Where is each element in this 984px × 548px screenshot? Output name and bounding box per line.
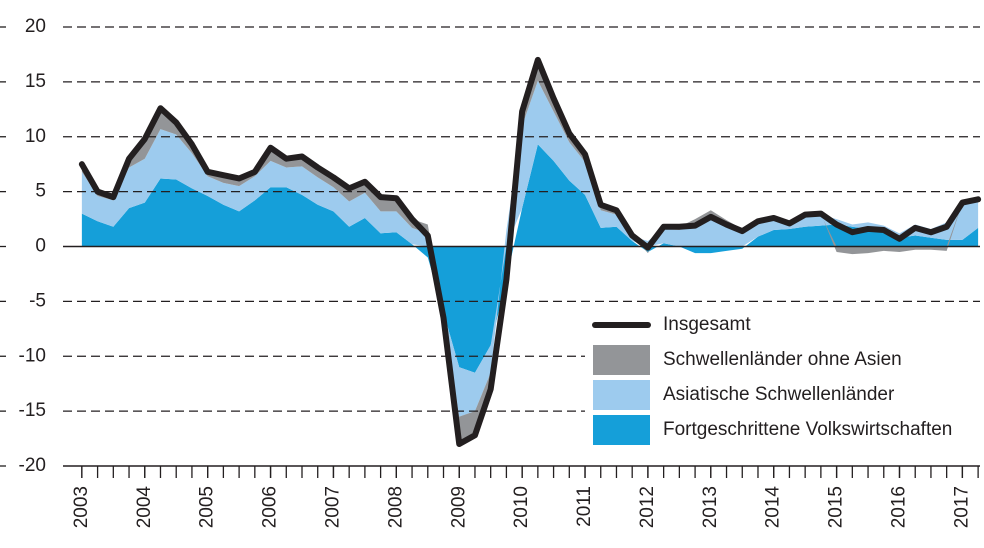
area — [81, 80, 979, 417]
x-tick-label: 2004 — [134, 486, 155, 529]
y-tick-label: 10 — [25, 126, 46, 147]
legend-swatch — [593, 345, 650, 375]
y-tick-label: -5 — [29, 290, 46, 311]
area — [81, 144, 979, 373]
x-tick-label: 2015 — [826, 486, 847, 528]
legend-label: Asiatische Schwellenländer — [663, 384, 895, 405]
y-tick-label: 0 — [35, 236, 46, 257]
x-tick-label: 2005 — [197, 486, 218, 528]
x-tick-label: 2006 — [260, 486, 281, 528]
areas — [81, 59, 979, 445]
legend-swatch — [593, 415, 650, 445]
line — [78, 56, 982, 448]
y-tick-label: -20 — [19, 455, 46, 476]
y-tick-label: 20 — [25, 16, 46, 37]
y-tick-label: -10 — [19, 345, 46, 366]
x-tick-label: 2013 — [700, 486, 721, 528]
x-tick-label: 2010 — [511, 486, 532, 528]
x-tick-label: 2009 — [448, 486, 469, 528]
x-tick-label: 2012 — [637, 486, 658, 528]
x-tick-label: 2016 — [889, 486, 910, 528]
legend-swatch — [593, 380, 650, 410]
y-tick-label: 5 — [35, 181, 46, 202]
legend-label: Schwellenländer ohne Asien — [663, 349, 902, 370]
legend-label: Insgesamt — [663, 314, 751, 335]
legend-label: Fortgeschrittene Volkswirtschaften — [663, 419, 952, 440]
x-tick-label: 2007 — [322, 486, 343, 528]
x-tick-label: 2003 — [71, 486, 92, 528]
x-tick-label: 2014 — [763, 486, 784, 529]
legend-background — [585, 308, 980, 452]
x-tick-label: 2011 — [574, 486, 595, 527]
lines — [78, 56, 982, 448]
x-tick-label: 2017 — [951, 486, 972, 528]
y-tick-label: -15 — [19, 400, 46, 421]
x-tick-label: 2008 — [385, 486, 406, 528]
legend: Insgesamt Schwellenländer ohne Asien Asiat… — [585, 308, 980, 452]
y-tick-label: 15 — [25, 71, 46, 92]
